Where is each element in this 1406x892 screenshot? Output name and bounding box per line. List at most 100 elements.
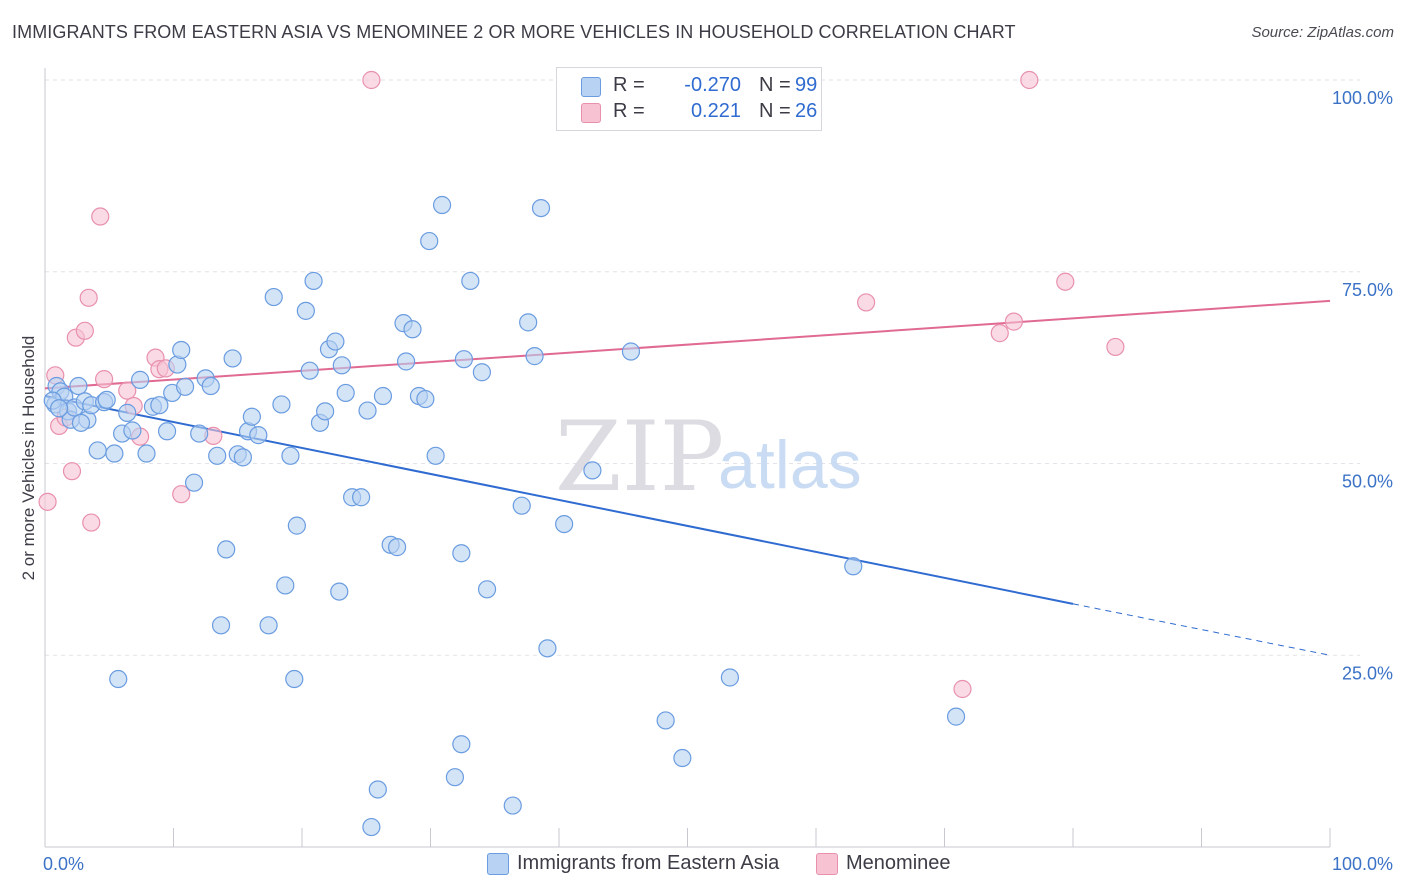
eastern-asia-point [336, 383, 355, 403]
eastern-asia-point [130, 370, 150, 389]
menominee-point [95, 370, 114, 389]
eastern-asia-point [316, 402, 335, 421]
eastern-asia-point [249, 426, 268, 445]
series-legend-label: Immigrants from Eastern Asia [517, 852, 780, 874]
eastern-asia-point [454, 350, 474, 369]
eastern-asia-point [452, 544, 471, 563]
eastern-asia-point [538, 639, 557, 658]
gridlines [45, 79, 1360, 656]
eastern-asia-point [118, 403, 137, 422]
eastern-asia-point [172, 340, 191, 360]
eastern-asia-point [137, 444, 156, 463]
eastern-asia-point [296, 301, 315, 320]
x-tick-labels: 0.0% 100.0% [43, 854, 1393, 874]
x-tick-label: 0.0% [43, 854, 84, 874]
eastern-asia-point [512, 496, 531, 515]
eastern-asia-point [656, 711, 675, 730]
correlation-legend: R = -0.270 N = 99 R = 0.221 N = 26 [556, 67, 822, 131]
eastern-asia-point [211, 616, 231, 635]
eastern-asia-point [332, 356, 351, 375]
eastern-asia-point [373, 386, 393, 406]
menominee-point [1056, 272, 1075, 291]
eastern-asia-point [472, 363, 491, 382]
trend-line-menominee [44, 299, 1331, 390]
eastern-asia-point [503, 796, 522, 815]
eastern-asia-point [217, 540, 236, 559]
series-swatch-blue [487, 853, 509, 875]
y-tick-label: 25.0% [1342, 663, 1393, 683]
eastern-asia-point [88, 441, 107, 460]
series-legend-label: Menominee [846, 852, 951, 874]
legend-r-label: R = [613, 100, 645, 122]
eastern-asia-point [673, 748, 692, 768]
eastern-asia-point [223, 349, 242, 368]
eastern-asia-point [285, 669, 304, 689]
eastern-asia-point [150, 396, 169, 415]
eastern-asia-point [387, 538, 407, 557]
eastern-asia-point [519, 313, 538, 332]
eastern-asia-point [276, 576, 295, 595]
series-swatch-pink [816, 853, 838, 875]
data-points [38, 70, 1125, 837]
legend-swatch-pink [581, 103, 601, 123]
eastern-asia-point [420, 231, 439, 251]
menominee-point [1020, 70, 1039, 90]
menominee-point [118, 381, 137, 400]
eastern-asia-point [461, 271, 480, 291]
eastern-asia-point [452, 735, 471, 754]
menominee-point [857, 293, 876, 312]
series-legend: Immigrants from Eastern Asia Menominee [0, 852, 1406, 878]
trend-line-eastern-asia-extension [1072, 603, 1331, 656]
legend-n-label: N = [759, 74, 791, 96]
legend-n-value: 99 [795, 74, 818, 96]
eastern-asia-point [445, 768, 465, 787]
menominee-point [62, 462, 82, 481]
menominee-point [1106, 337, 1125, 357]
menominee-point [38, 492, 57, 511]
eastern-asia-point [330, 582, 349, 601]
eastern-asia-point [352, 488, 371, 507]
eastern-asia-point [184, 473, 204, 492]
legend-swatch-blue [581, 77, 601, 97]
eastern-asia-point [233, 448, 252, 467]
eastern-asia-point [946, 707, 966, 726]
legend-n-label: N = [759, 100, 791, 122]
eastern-asia-point [264, 287, 283, 307]
y-axis-title: 2 or more Vehicles in Household [19, 336, 38, 581]
menominee-point [953, 679, 972, 699]
axes [44, 68, 1331, 848]
watermark-atlas: atlas [718, 427, 862, 503]
legend-n-value: 26 [795, 100, 818, 122]
legend-r-label: R = [613, 74, 645, 96]
eastern-asia-point [69, 376, 88, 396]
chart-title: IMMIGRANTS FROM EASTERN ASIA VS MENOMINE… [12, 22, 1016, 42]
eastern-asia-point [525, 347, 544, 366]
eastern-asia-point [426, 446, 445, 465]
eastern-asia-point [396, 352, 416, 371]
menominee-point [172, 485, 191, 504]
eastern-asia-point [432, 195, 452, 215]
menominee-point [82, 513, 101, 532]
menominee-point [75, 321, 94, 340]
eastern-asia-point [175, 377, 195, 396]
eastern-asia-point [720, 668, 740, 687]
menominee-point [1004, 312, 1023, 331]
y-tick-label: 50.0% [1342, 472, 1393, 492]
eastern-asia-point [281, 446, 300, 465]
eastern-asia-point [583, 461, 602, 480]
x-tick-label: 100.0% [1332, 854, 1393, 874]
menominee-point [79, 288, 98, 307]
eastern-asia-point [416, 389, 435, 409]
eastern-asia-point [555, 514, 574, 534]
eastern-asia-point [190, 424, 209, 443]
eastern-asia-point [326, 332, 345, 351]
eastern-asia-point [97, 390, 116, 409]
eastern-asia-point [71, 413, 91, 432]
eastern-asia-point [300, 361, 319, 380]
legend-r-value: 0.221 [690, 100, 741, 122]
eastern-asia-point [123, 421, 142, 440]
eastern-asia-point [105, 444, 124, 463]
eastern-asia-point [287, 516, 306, 535]
legend-r-value: -0.270 [684, 74, 741, 96]
